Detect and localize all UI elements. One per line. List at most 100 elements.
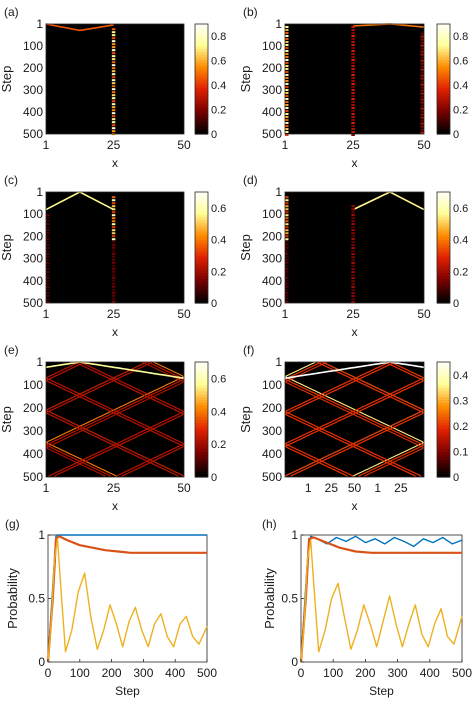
heatmap-column-band <box>285 94 289 97</box>
heatmap-column-band <box>351 250 355 253</box>
colorbar-segment <box>437 92 450 97</box>
colorbar-segment <box>195 192 208 196</box>
colorbar-tick-label: 0 <box>211 129 217 141</box>
colorbar-segment <box>195 278 208 282</box>
colorbar-segment <box>437 387 450 392</box>
colorbar-tick-label: 0.8 <box>211 31 226 43</box>
heatmap-column-band <box>285 61 289 64</box>
x-tick-label: 0 <box>298 666 305 680</box>
colorbar-tick-label: 0.4 <box>211 235 226 247</box>
panel-label: (f) <box>243 343 254 357</box>
heatmap-column-band <box>46 217 50 220</box>
colorbar-segment <box>195 474 208 478</box>
colorbar-segment <box>437 280 450 285</box>
colorbar-segment <box>437 225 450 229</box>
heatmap-column-band <box>111 238 116 241</box>
colorbar-segment <box>195 385 208 389</box>
colorbar-segment <box>195 214 208 218</box>
colorbar-segment <box>437 370 450 375</box>
heatmap-column-band <box>46 289 50 292</box>
x-tick-label: 500 <box>197 666 217 680</box>
axes-frame <box>45 361 185 478</box>
heatmap-column-band <box>285 249 289 252</box>
heatmap-column-band <box>111 199 116 202</box>
colorbar-segment <box>195 459 208 464</box>
x-tick-label: 25 <box>107 307 121 321</box>
x-axis-label: x <box>112 325 118 339</box>
heatmap-column-band <box>351 94 355 97</box>
heatmap-column-band <box>420 38 424 41</box>
colorbar-segment <box>195 387 208 392</box>
heatmap-column-band <box>285 43 289 46</box>
series-line <box>47 538 208 663</box>
colorbar-tick-label: 0.2 <box>453 421 468 433</box>
panel-label: (h) <box>262 517 277 531</box>
y-tick-label: 500 <box>23 470 43 484</box>
colorbar-segment <box>437 197 450 201</box>
heatmap-column-band <box>420 92 424 95</box>
heatmap-trace <box>46 362 184 477</box>
heatmap-column-band <box>111 291 116 294</box>
colorbar-segment <box>195 239 208 243</box>
panel-label: (g) <box>5 517 20 531</box>
colorbar-segment <box>437 393 450 398</box>
heatmap-column-band <box>420 83 424 86</box>
heatmap-column-band <box>285 28 289 31</box>
heatmap-column-band <box>420 107 424 110</box>
colorbar-segment <box>195 65 208 69</box>
heatmap-column-band <box>111 28 116 31</box>
colorbar-segment <box>437 73 450 77</box>
colorbar-segment <box>437 216 450 221</box>
colorbar-segment <box>437 385 450 389</box>
heatmap-column-band <box>285 76 289 79</box>
heatmap-column-band <box>351 244 355 247</box>
colorbar-segment <box>195 26 208 31</box>
colorbar-segment <box>437 250 450 254</box>
y-tick-label: 500 <box>23 296 43 310</box>
heatmap-column-band <box>420 104 424 107</box>
colorbar-segment <box>437 399 450 403</box>
colorbar-segment <box>195 24 208 28</box>
heatmap-column-band <box>285 112 289 115</box>
colorbar-tick-label: 0.6 <box>453 203 468 215</box>
heatmap-column-band <box>285 288 289 291</box>
y-tick-label: 400 <box>23 105 43 119</box>
heatmap-column-band <box>351 205 355 208</box>
x-tick-label: 25 <box>107 481 121 495</box>
heatmap-column-band <box>111 252 116 255</box>
colorbar-segment <box>195 98 208 102</box>
colorbar-segment <box>437 283 450 287</box>
colorbar-segment <box>195 222 208 226</box>
heatmap-column-band <box>351 91 355 94</box>
colorbar-segment <box>437 48 450 53</box>
colorbar-segment <box>195 68 208 72</box>
colorbar-segment <box>437 459 450 464</box>
heatmap-column-band <box>351 103 355 106</box>
y-tick-label: 100 <box>23 207 43 221</box>
colorbar-segment <box>437 131 450 135</box>
colorbar-segment <box>195 425 208 429</box>
y-tick-label: 0.5 <box>28 592 45 606</box>
heatmap-column-band <box>351 235 355 238</box>
colorbar-segment <box>195 103 208 108</box>
heatmap-column-band <box>420 131 424 134</box>
heatmap-column-band <box>420 77 424 80</box>
colorbar-segment <box>437 95 450 99</box>
colorbar-segment <box>195 396 208 400</box>
colorbar-segment <box>195 373 208 377</box>
colorbar-segment <box>195 393 208 398</box>
x-tick-label: 300 <box>133 666 153 680</box>
heatmap-column-band <box>111 124 116 127</box>
panel-label: (d) <box>243 173 258 187</box>
heatmap-column-band <box>420 62 424 65</box>
heatmap-column-band <box>46 244 50 247</box>
heatmap-column-band <box>111 73 116 76</box>
line-panel-g: (g) 0 0.5 1 0 100 200 300 400 500 Step Probability <box>5 517 217 698</box>
heatmap-column-band <box>46 295 50 298</box>
heatmap-trace <box>46 362 184 477</box>
colorbar-segment <box>437 114 450 119</box>
heatmap-column-band <box>111 205 116 208</box>
colorbar-segment <box>195 448 208 452</box>
colorbar-segment <box>437 439 450 444</box>
